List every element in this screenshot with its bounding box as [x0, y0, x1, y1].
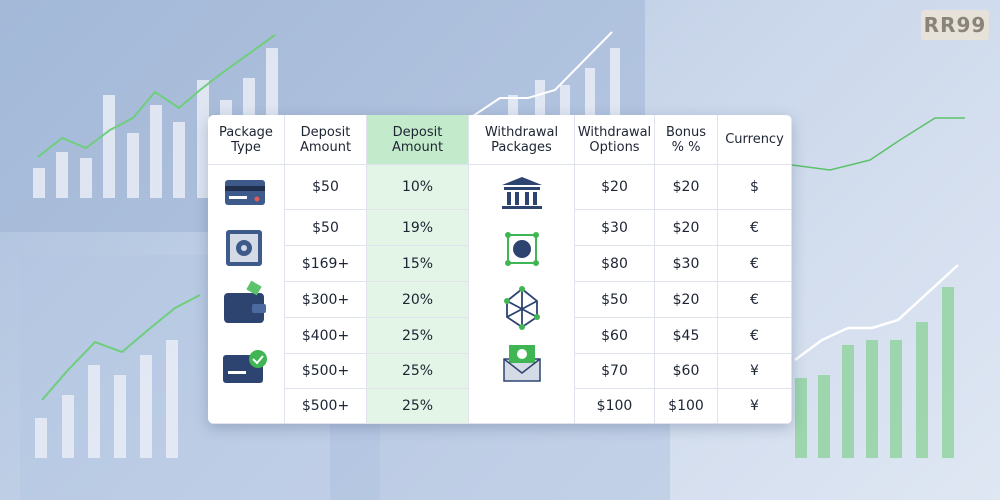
- header-cell: Withdrawal Options: [575, 115, 655, 165]
- table-cell: ¥: [718, 389, 792, 424]
- card-icon: [225, 180, 265, 205]
- table-cell: 25%: [367, 354, 469, 389]
- table-cell: $300+: [285, 282, 367, 318]
- icon-column: [469, 165, 575, 424]
- logo: RR99: [921, 10, 989, 40]
- table-cell: $70: [575, 354, 655, 389]
- table-cell: $50: [285, 210, 367, 246]
- table-cell: $20: [655, 165, 718, 210]
- table-cell: 10%: [367, 165, 469, 210]
- table-cell: $20: [655, 210, 718, 246]
- icon-column: [208, 165, 285, 424]
- table-cell: $100: [655, 389, 718, 424]
- table-cell: $50: [285, 165, 367, 210]
- table-cell: $30: [575, 210, 655, 246]
- table-cell: €: [718, 246, 792, 282]
- network-icon: [504, 286, 540, 330]
- header-cell: Deposit Amount: [367, 115, 469, 165]
- header-cell: Currency: [718, 115, 792, 165]
- table-cell: $50: [575, 282, 655, 318]
- envelope-icon: [503, 345, 541, 382]
- table-cell: 19%: [367, 210, 469, 246]
- table-cell: ¥: [718, 354, 792, 389]
- table-cell: $60: [655, 354, 718, 389]
- bitcoin-icon: [505, 232, 539, 266]
- header-cell: Package Type: [208, 115, 285, 165]
- table-cell: $500+: [285, 389, 367, 424]
- table-cell: $80: [575, 246, 655, 282]
- table-cell: $169+: [285, 246, 367, 282]
- table-cell: $: [718, 165, 792, 210]
- table-cell: $30: [655, 246, 718, 282]
- table-cell: $100: [575, 389, 655, 424]
- table-cell: $20: [575, 165, 655, 210]
- table: Package Type Deposit Amount Deposit Amount…: [208, 115, 792, 424]
- table-cell: 20%: [367, 282, 469, 318]
- icons: [223, 177, 542, 383]
- header-cell: Bonus % %: [655, 115, 718, 165]
- table-cell: 25%: [367, 389, 469, 424]
- table-cell: $20: [655, 282, 718, 318]
- table-cell: €: [718, 318, 792, 354]
- table-cell: €: [718, 210, 792, 246]
- header-cell: Withdrawal Packages: [469, 115, 575, 165]
- table-cell: 25%: [367, 318, 469, 354]
- header-cell: Deposit Amount: [285, 115, 367, 165]
- table-cell: $500+: [285, 354, 367, 389]
- table-cell: $60: [575, 318, 655, 354]
- card-check-icon: [223, 350, 267, 383]
- table-cell: €: [718, 282, 792, 318]
- safe-icon: [226, 230, 262, 266]
- table-cell: $400+: [285, 318, 367, 354]
- table-cell: $45: [655, 318, 718, 354]
- bank-icon: [502, 177, 542, 209]
- wallet-icon: [224, 280, 266, 323]
- table-cell: 15%: [367, 246, 469, 282]
